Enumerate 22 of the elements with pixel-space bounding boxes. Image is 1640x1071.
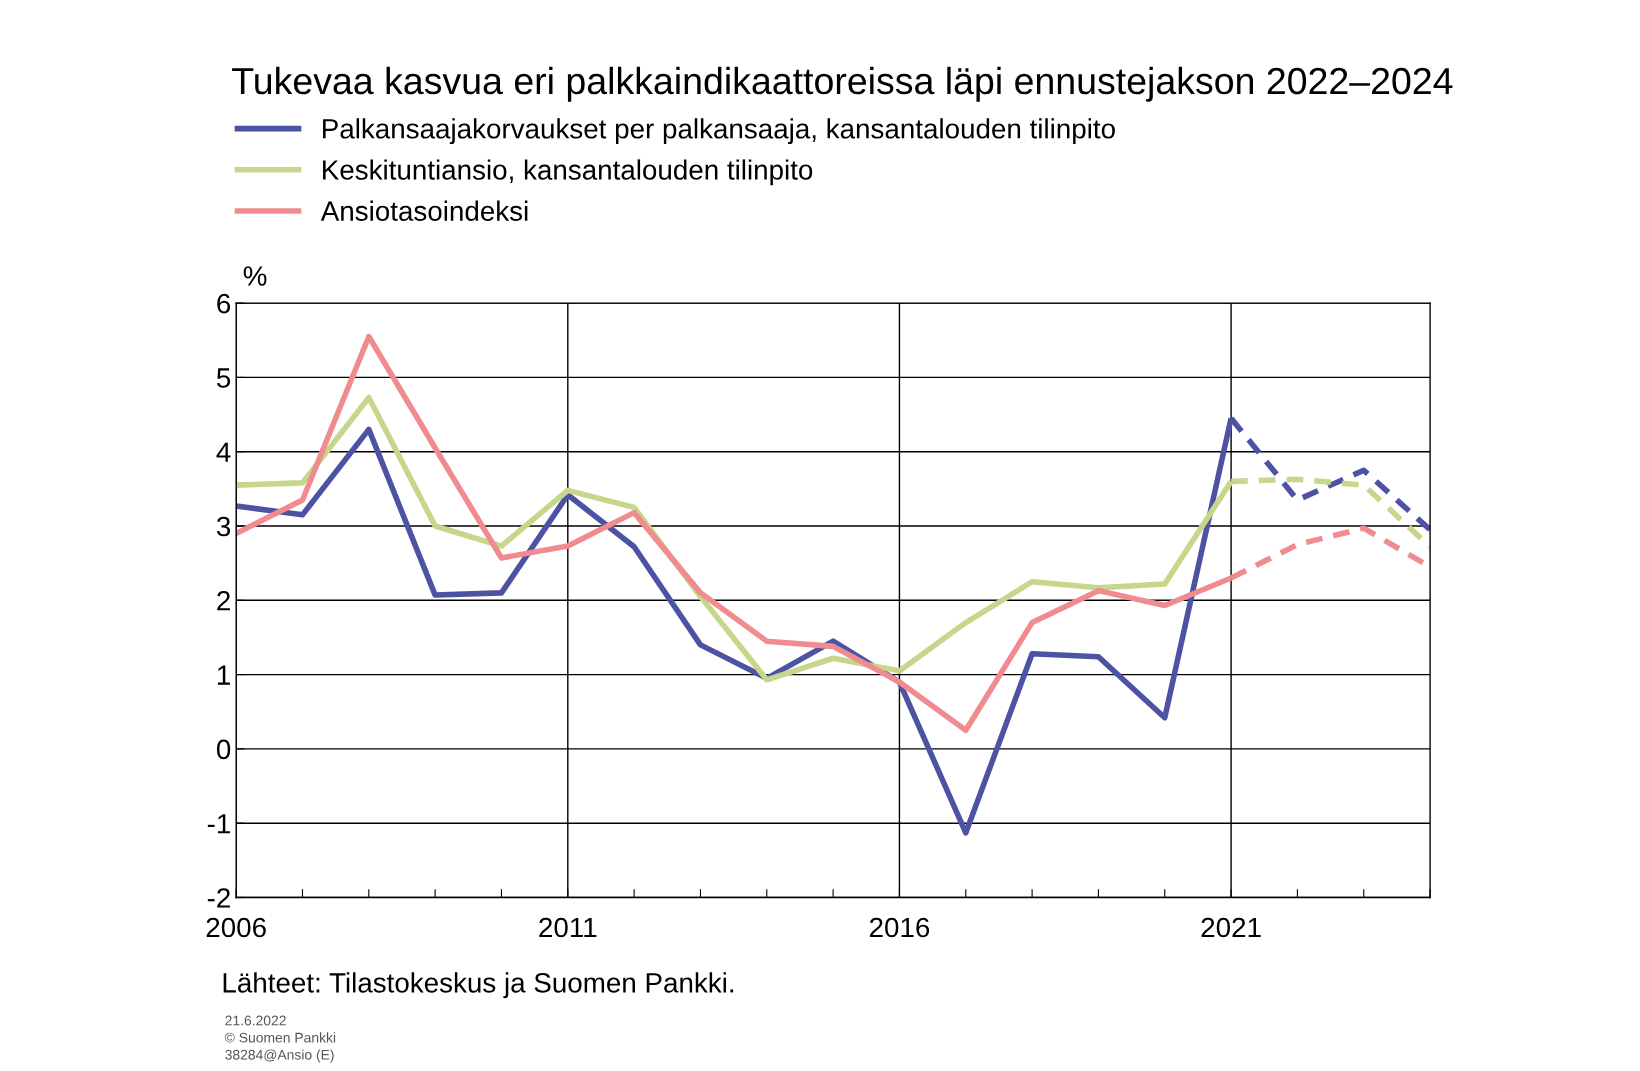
x-tick-label: 2011 [539,917,597,938]
legend-label: Keskituntiansio, kansantalouden tilinpito [323,159,813,186]
y-tick-label: 4 [216,442,231,462]
y-tick-label: -1 [207,814,230,834]
text: © Suomen Pankki [224,1032,336,1043]
x-tick-label: 2016 [869,917,930,938]
text: Lähteet: Tilastokeskus ja Suomen Pankki. [223,972,734,999]
y-tick-label: 5 [216,368,231,388]
y-axis-title: % [243,266,267,286]
y-tick-label: 1 [217,665,230,685]
x-tick-label: 2021 [1201,917,1261,938]
chart-title: Tukevaa kasvua eri palkkaindikaattoreissa läpi ennustejakson 2022–2024 [232,66,1453,102]
y-tick-label: 2 [217,590,230,611]
text: 21.6.2022 [225,1015,286,1026]
legend-label: Ansiotasoindeksi [320,200,528,221]
legend-label: Palkansaajakorvaukset per palkansaaja, kansantalouden tilinpito [323,118,1115,145]
text: 38284@Ansio (E) [225,1049,334,1063]
y-tick-label: 3 [216,516,231,537]
x-tick-label: 2006 [206,917,266,938]
y-tick-label: -2 [207,888,230,908]
y-tick-label: 6 [217,293,231,314]
y-tick-label: 0 [216,739,231,760]
